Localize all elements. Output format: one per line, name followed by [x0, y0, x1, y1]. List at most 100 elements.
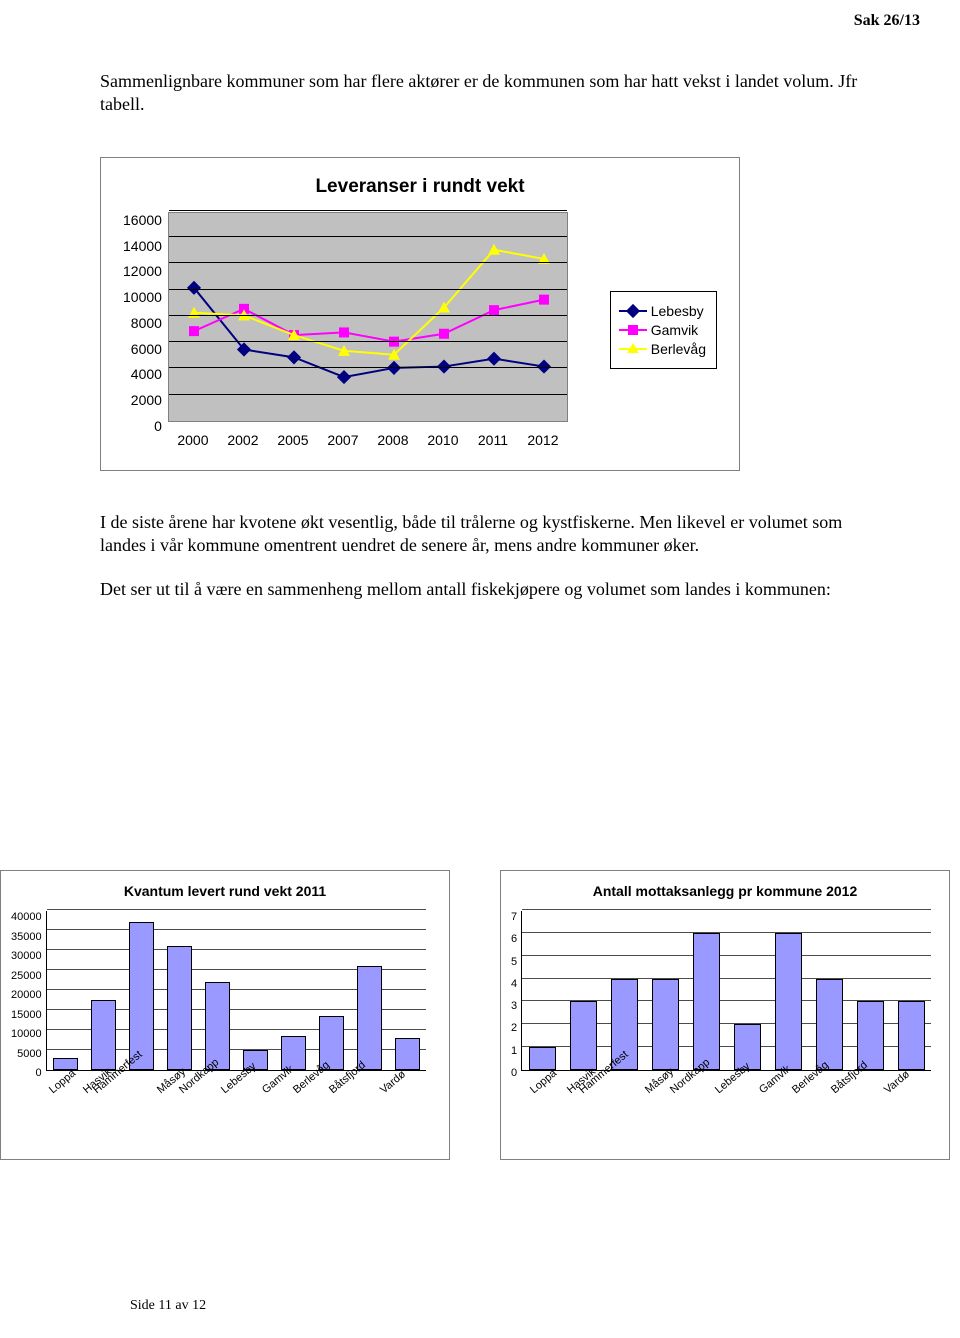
paragraph-1: Sammenlignbare kommuner som har flere ak…: [100, 70, 860, 117]
xtick: Vardø: [389, 1077, 426, 1147]
xtick-label: 2005: [268, 432, 318, 448]
series-marker: [339, 327, 349, 337]
legend-label: Berlevåg: [651, 341, 706, 357]
line-chart: Leveranser i rundt vekt 16000 14000 12000 1…: [100, 157, 740, 471]
bar: [53, 1058, 78, 1070]
ytick-label: 10000: [123, 289, 162, 305]
line-chart-plot: [168, 212, 568, 422]
series-line-lebesby: [194, 288, 544, 377]
series-marker: [337, 370, 351, 384]
bar: [205, 982, 230, 1070]
series-marker: [539, 294, 549, 304]
series-marker: [439, 329, 449, 339]
ytick-label: 1: [511, 1045, 517, 1057]
bar-chart-mottak: Antall mottaksanlegg pr kommune 2012 7 6 5…: [500, 870, 950, 1160]
ytick-label: 2000: [131, 392, 162, 408]
bar-chart-kvantum: Kvantum levert rund vekt 2011 4000035000…: [0, 870, 450, 1160]
legend-item-gamvik: Gamvik: [619, 322, 706, 338]
gridline: [522, 955, 931, 956]
series-marker: [287, 350, 301, 364]
bar: [570, 1001, 597, 1070]
bar: [129, 922, 154, 1070]
legend-item-lebesby: Lebesby: [619, 303, 706, 319]
ytick-label: 6000: [131, 341, 162, 357]
page-footer: Side 11 av 12: [130, 1298, 206, 1314]
gridline: [169, 210, 567, 211]
gridline: [169, 315, 567, 316]
series-marker: [488, 244, 500, 255]
gridline: [522, 932, 931, 933]
gridline: [522, 978, 931, 979]
line-chart-xaxis: 20002002200520072008201020112012: [168, 432, 568, 448]
gridline: [169, 341, 567, 342]
ytick-label: 8000: [131, 315, 162, 331]
ytick-label: 25000: [11, 970, 42, 982]
ytick-label: 0: [35, 1067, 41, 1079]
gridline: [47, 929, 426, 930]
series-marker: [189, 326, 199, 336]
paragraph-3: Det ser ut til å være en sammenheng mell…: [100, 578, 860, 601]
xtick-label: 2008: [368, 432, 418, 448]
series-marker: [487, 351, 501, 365]
ytick-label: 6: [511, 933, 517, 945]
legend-marker-diamond-icon: [619, 304, 647, 318]
gridline: [169, 394, 567, 395]
bottom-charts-row: Kvantum levert rund vekt 2011 4000035000…: [0, 870, 960, 1160]
bar: [91, 1000, 116, 1070]
bar-chart-title: Kvantum levert rund vekt 2011: [11, 883, 439, 899]
ytick-label: 3: [511, 1000, 517, 1012]
xtick-label: Vardø: [378, 1068, 408, 1096]
bar-chart-xaxis: LoppaHasvikHammerfestMåsøyNordkappLebesb…: [521, 1077, 931, 1147]
ytick-label: 14000: [123, 238, 162, 254]
bar: [652, 979, 679, 1070]
ytick-label: 0: [154, 418, 162, 434]
ytick-label: 10000: [11, 1028, 42, 1040]
legend-marker-triangle-icon: [619, 342, 647, 356]
gridline: [47, 909, 426, 910]
ytick-label: 12000: [123, 263, 162, 279]
ytick-label: 0: [511, 1067, 517, 1079]
xtick-label: 2012: [518, 432, 568, 448]
ytick-label: 5000: [17, 1048, 41, 1060]
series-line-berlevåg: [194, 250, 544, 355]
xtick-label: 2011: [468, 432, 518, 448]
bar-chart-plot: [46, 911, 426, 1071]
ytick-label: 2: [511, 1022, 517, 1034]
xtick-label: 2000: [168, 432, 218, 448]
gridline: [169, 236, 567, 237]
series-marker: [489, 305, 499, 315]
bar-chart-plot: [521, 911, 931, 1071]
line-chart-yaxis: 1600014000120001000080006000400020000: [123, 212, 162, 434]
case-number: Sak 26/13: [854, 12, 920, 30]
xtick: Vardø: [892, 1077, 931, 1147]
ytick-label: 20000: [11, 989, 42, 1001]
bar-chart-title: Antall mottaksanlegg pr kommune 2012: [511, 883, 939, 899]
ytick-label: 35000: [11, 931, 42, 943]
bar: [693, 933, 720, 1070]
ytick-label: 30000: [11, 950, 42, 962]
ytick-label: 5: [511, 956, 517, 968]
gridline: [522, 909, 931, 910]
ytick-label: 16000: [123, 212, 162, 228]
bar-chart-yaxis: 76543210: [511, 911, 517, 1079]
xtick-label: 2002: [218, 432, 268, 448]
bar: [167, 946, 192, 1070]
xtick-label: Vardø: [882, 1068, 912, 1096]
line-chart-title: Leveranser i rundt vekt: [123, 176, 717, 198]
gridline: [169, 289, 567, 290]
ytick-label: 15000: [11, 1009, 42, 1021]
ytick-label: 7: [511, 911, 517, 923]
legend-marker-square-icon: [619, 323, 647, 337]
bar: [775, 933, 802, 1070]
gridline: [47, 949, 426, 950]
bar-chart-yaxis: 4000035000300002500020000150001000050000: [11, 911, 42, 1079]
legend-label: Gamvik: [651, 322, 698, 338]
xtick-label: Loppa: [528, 1067, 559, 1096]
bar: [395, 1038, 420, 1070]
legend-label: Lebesby: [651, 303, 704, 319]
legend-item-berlevag: Berlevåg: [619, 341, 706, 357]
gridline: [169, 262, 567, 263]
gridline: [169, 367, 567, 368]
bar-chart-xaxis: LoppaHasvikHammerfestMåsøyNordkappLebesb…: [46, 1077, 426, 1147]
bar: [357, 966, 382, 1070]
